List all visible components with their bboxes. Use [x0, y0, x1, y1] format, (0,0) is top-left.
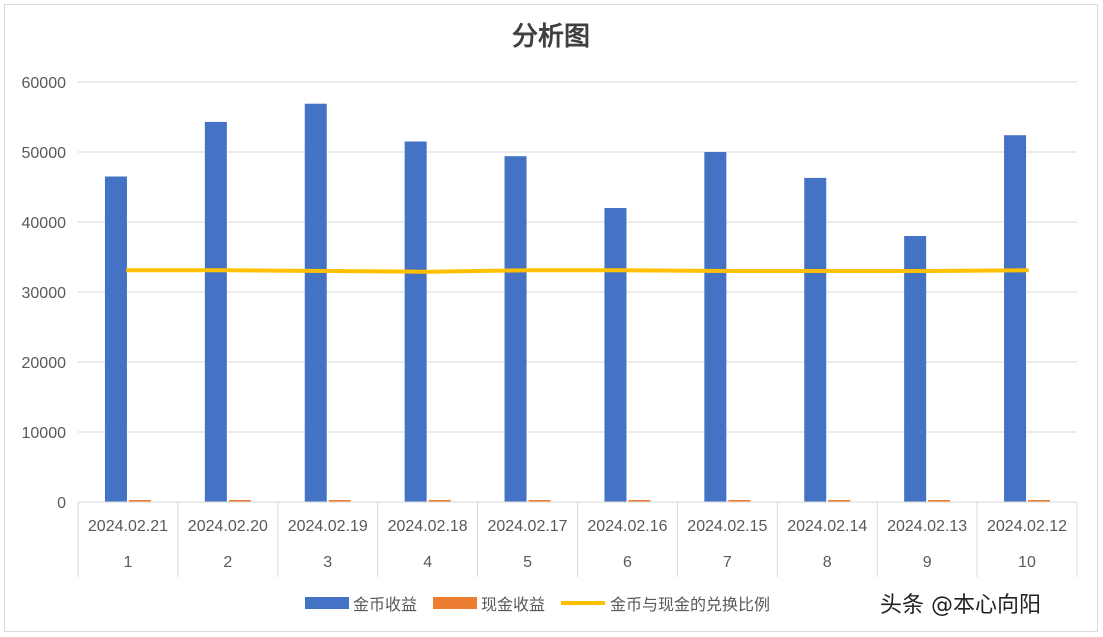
x-tick-date: 2024.02.14	[787, 518, 867, 535]
legend: 金币收益 现金收益 金币与现金的兑换比例	[305, 595, 770, 614]
watermark: 头条 @本心向阳	[880, 593, 1041, 618]
chart-title: 分析图	[512, 22, 590, 52]
x-tick-date: 2024.02.12	[987, 518, 1067, 535]
x-tick-date: 2024.02.20	[188, 518, 268, 535]
y-axis-ticks: 0 10000 20000 30000 40000 50000 60000	[22, 75, 67, 512]
y-tick-label: 40000	[22, 215, 67, 232]
bar-series-2	[528, 500, 551, 502]
bar-series-2	[928, 500, 951, 502]
bar-series-1	[804, 177, 827, 502]
x-tick-label: 3	[323, 554, 332, 571]
x-tick-date: 2024.02.19	[288, 518, 368, 535]
bar-series-2	[828, 500, 851, 502]
bar-series-1	[504, 156, 527, 502]
line-series	[125, 268, 1030, 274]
bar-series-1	[104, 176, 127, 502]
legend-label-series-2: 现金收益	[481, 595, 545, 614]
x-tick-date: 2024.02.17	[488, 518, 568, 535]
x-tick-label: 8	[823, 554, 832, 571]
y-tick-label: 20000	[22, 355, 67, 372]
bar-series-1	[604, 208, 627, 502]
legend-label-series-3: 金币与现金的兑换比例	[610, 595, 770, 614]
x-tick-label: 2	[223, 554, 232, 571]
legend-swatch-series-1	[305, 597, 349, 609]
y-tick-label: 50000	[22, 145, 67, 162]
x-tick-date: 2024.02.16	[587, 518, 667, 535]
y-tick-label: 10000	[22, 425, 67, 442]
x-tick-label: 9	[923, 554, 932, 571]
y-tick-label: 0	[57, 495, 66, 512]
bar-series	[104, 103, 1051, 503]
x-tick-label: 1	[123, 554, 132, 571]
bar-series-1	[704, 152, 727, 502]
x-tick-label: 5	[523, 554, 532, 571]
bar-series-2	[128, 500, 151, 502]
line-series-3	[125, 268, 1030, 274]
legend-label-series-1: 金币收益	[353, 595, 417, 614]
bar-series-1	[1004, 135, 1027, 502]
x-tick-label: 6	[623, 554, 632, 571]
bar-series-2	[1028, 500, 1051, 502]
x-tick-date: 2024.02.13	[887, 518, 967, 535]
bar-series-2	[428, 500, 451, 502]
grid-lines	[78, 81, 1077, 433]
x-tick-label: 4	[423, 554, 432, 571]
x-tick-label: 10	[1018, 554, 1036, 571]
y-tick-label: 30000	[22, 285, 67, 302]
x-tick-date: 2024.02.21	[88, 518, 168, 535]
bar-series-2	[328, 500, 351, 502]
y-tick-label: 60000	[22, 75, 67, 92]
x-tick-label: 7	[723, 554, 732, 571]
bar-series-2	[628, 500, 651, 502]
bar-series-1	[904, 236, 927, 502]
x-tick-date: 2024.02.15	[687, 518, 767, 535]
bar-series-1	[404, 141, 427, 502]
bar-series-1	[304, 103, 327, 502]
legend-swatch-series-2	[433, 597, 477, 609]
bar-series-2	[228, 500, 251, 502]
x-tick-date: 2024.02.18	[388, 518, 468, 535]
bar-series-2	[728, 500, 751, 502]
x-axis: 2024.02.21 1 2024.02.20 2 2024.02.19 3 2024.02…	[77, 501, 1078, 577]
bar-series-1	[204, 121, 227, 503]
